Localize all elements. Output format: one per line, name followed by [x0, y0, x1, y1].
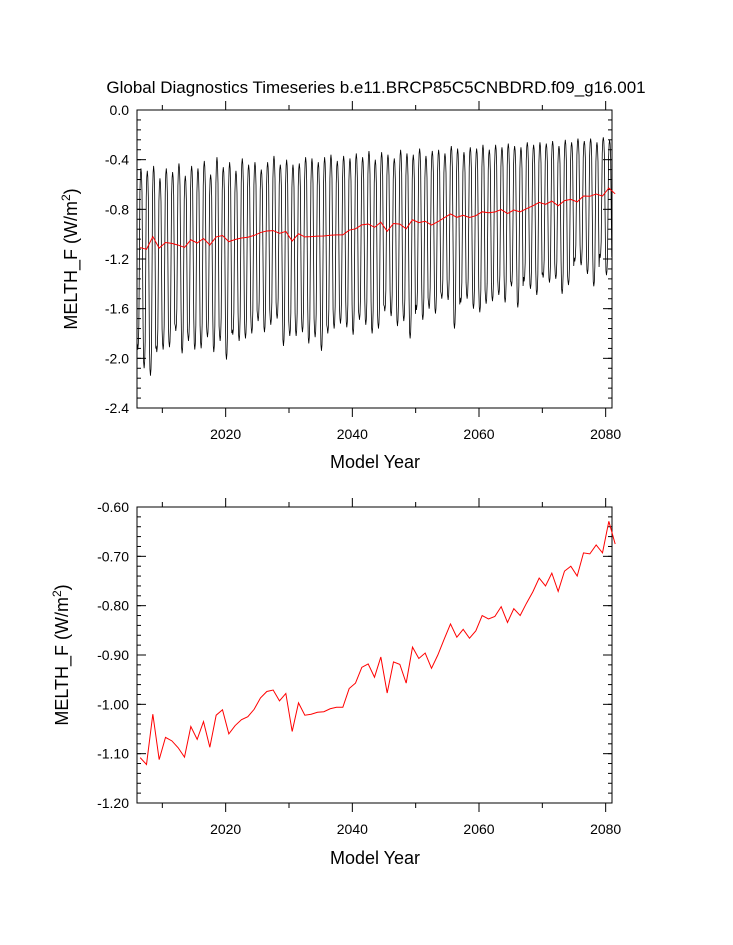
y-tick-label: -0.70 [97, 548, 129, 564]
y-tick-label: -0.8 [105, 201, 129, 217]
y-axis-title-superscript: 2 [50, 590, 64, 597]
y-tick-label: -0.90 [97, 647, 129, 663]
y-tick-label: 0.0 [110, 102, 130, 118]
monthly-line [136, 137, 613, 376]
x-axis-title: Model Year [330, 452, 420, 472]
annual-series [140, 187, 616, 250]
y-axis-title-superscript: 2 [59, 194, 73, 201]
y-axis-title: MELTH_F (W/m2) [50, 584, 73, 725]
x-tick-label: 2040 [337, 821, 368, 837]
y-tick-label: -1.6 [105, 301, 129, 317]
x-tick-label: 2060 [463, 821, 494, 837]
bottom-panel: -0.60 -0.70 -0.80 -0.90 -1.00 -1.10 -1.20 2020 2… [50, 498, 621, 868]
x-tick-label: 2020 [210, 426, 241, 442]
y-axis-title-close: ) [61, 188, 81, 194]
top-panel: Global Diagnostics Timeseries b.e11.BRCP… [59, 78, 646, 472]
y-axis-title: MELTH_F (W/m2) [59, 188, 82, 329]
monthly-series [136, 137, 613, 376]
y-tick-label: -0.4 [105, 152, 129, 168]
plot-frame [136, 506, 613, 804]
y-tick-label: -2.4 [105, 400, 129, 416]
x-axis-title: Model Year [330, 848, 420, 868]
bottom-axes: -0.60 -0.70 -0.80 -0.90 -1.00 -1.10 -1.20 2020 2… [97, 498, 621, 837]
y-axis-title-main: MELTH_F (W/m [61, 201, 82, 330]
x-tick-label: 2080 [590, 426, 621, 442]
top-axes: 0.0 -0.4 -0.8 -1.2 -1.6 -2.0 -2.4 2020 2040 2060 2… [105, 101, 621, 442]
x-tick-label: 2040 [337, 426, 368, 442]
y-tick-label: -0.80 [97, 598, 129, 614]
y-tick-label: -1.10 [97, 746, 129, 762]
y-axis-title-close: ) [52, 584, 72, 590]
annual-line [139, 521, 616, 766]
annual-line [140, 187, 616, 250]
y-tick-label: -1.2 [105, 251, 129, 267]
y-axis-title-main: MELTH_F (W/m [52, 597, 73, 726]
y-tick-label: -2.0 [105, 350, 129, 366]
chart-title: Global Diagnostics Timeseries b.e11.BRCP… [106, 78, 645, 97]
y-tick-label: -0.60 [97, 499, 129, 515]
x-tick-label: 2080 [590, 821, 621, 837]
annual-series [139, 521, 616, 766]
x-tick-label: 2020 [210, 821, 241, 837]
y-tick-label: -1.20 [97, 795, 129, 811]
y-tick-label: -1.00 [97, 696, 129, 712]
x-tick-label: 2060 [463, 426, 494, 442]
